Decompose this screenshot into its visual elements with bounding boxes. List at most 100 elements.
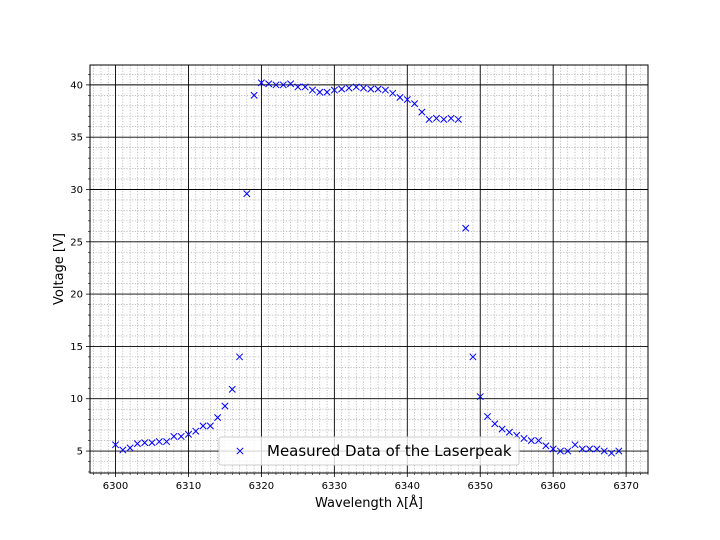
legend-marker <box>236 447 244 455</box>
x-tick-label: 6300 <box>103 481 128 492</box>
major-grid <box>90 65 648 473</box>
legend-marker-x <box>236 447 244 455</box>
data-point <box>163 438 171 446</box>
data-point <box>381 86 389 94</box>
data-point <box>279 81 287 89</box>
data-point <box>593 445 601 453</box>
data-point <box>505 428 513 436</box>
data-point <box>199 422 207 430</box>
data-point <box>206 422 214 430</box>
data-point <box>600 447 608 455</box>
x-tick-label: 6340 <box>395 481 420 492</box>
data-point <box>250 91 258 99</box>
x-tick-label: 6330 <box>322 481 347 492</box>
legend-box <box>218 436 520 466</box>
data-point <box>374 85 382 93</box>
data-point <box>571 441 579 449</box>
data-point <box>257 79 265 87</box>
x-axis-label: Wavelength λ[Å] <box>315 495 423 511</box>
data-point <box>483 412 492 421</box>
data-point <box>308 86 317 94</box>
data-point <box>338 85 346 93</box>
data-point <box>345 84 353 92</box>
data-point <box>403 95 411 104</box>
data-point <box>418 108 426 116</box>
data-point <box>228 385 236 393</box>
data-point <box>469 353 477 361</box>
data-point <box>564 447 572 455</box>
data-point <box>556 447 565 455</box>
data-point <box>330 86 338 94</box>
x-tick-label: 6350 <box>468 481 493 492</box>
data-point <box>578 445 586 453</box>
x-tick-label: 6320 <box>249 481 274 492</box>
data-point <box>432 114 441 122</box>
data-point <box>148 439 156 447</box>
data-point <box>542 442 550 450</box>
data-point <box>111 441 120 449</box>
data-point <box>359 84 368 92</box>
data-point <box>425 115 433 123</box>
data-point <box>491 420 499 428</box>
data-point <box>243 190 251 198</box>
data-point <box>119 446 127 454</box>
data-point <box>214 414 222 422</box>
data-point <box>527 437 535 445</box>
data-point <box>177 432 185 440</box>
x-tick-label: 6370 <box>613 481 638 492</box>
data-point <box>170 432 178 440</box>
minor-grid <box>90 65 649 473</box>
y-tick-label: 40 <box>70 80 83 91</box>
data-point <box>301 83 309 91</box>
data-point <box>389 89 397 97</box>
data-point <box>447 114 455 122</box>
data-point <box>607 449 616 457</box>
data-point <box>454 115 462 123</box>
data-point <box>535 437 543 445</box>
y-tick-label: 25 <box>70 237 83 248</box>
plot-background <box>90 65 648 473</box>
y-tick-label: 30 <box>70 185 83 196</box>
data-point <box>396 93 404 101</box>
data-point <box>440 115 448 123</box>
y-tick-label: 35 <box>70 133 83 144</box>
y-tick-label: 20 <box>70 290 83 301</box>
data-point <box>323 88 331 96</box>
y-tick-label: 10 <box>70 394 83 405</box>
data-point <box>462 224 470 232</box>
data-point <box>235 353 244 361</box>
legend: Measured Data of the Laserpeak <box>218 436 520 466</box>
data-point <box>586 445 594 453</box>
legend-label: Measured Data of the Laserpeak <box>267 442 512 460</box>
data-point <box>316 88 324 96</box>
data-point <box>265 80 273 88</box>
data-point <box>184 430 193 438</box>
data-point <box>221 402 229 410</box>
data-point <box>272 81 280 89</box>
data-point <box>549 445 557 453</box>
x-tick-label: 6360 <box>540 481 565 492</box>
plot-frame <box>89 64 649 474</box>
data-point <box>294 83 302 91</box>
data-point <box>133 440 141 448</box>
data-points <box>111 79 623 457</box>
data-point <box>367 85 375 93</box>
y-tick-label: 5 <box>77 447 83 458</box>
data-point <box>141 439 149 447</box>
data-point <box>476 393 484 401</box>
data-point <box>192 427 200 435</box>
data-point <box>126 444 134 452</box>
y-axis-label: Voltage [V] <box>52 233 67 305</box>
x-tick-label: 6310 <box>176 481 201 492</box>
data-point <box>615 447 623 455</box>
data-point <box>520 434 528 443</box>
y-tick-label: 15 <box>70 342 83 353</box>
data-point <box>498 425 506 433</box>
data-point <box>155 438 163 446</box>
y-axis-ticks: 5 10 15 20 25 30 35 40 <box>70 74 90 473</box>
data-point <box>352 83 360 91</box>
data-point <box>287 80 295 88</box>
data-point <box>411 100 419 108</box>
x-axis-ticks: 6300 6310 6320 6330 6340 6350 6360 6370 <box>93 473 649 492</box>
